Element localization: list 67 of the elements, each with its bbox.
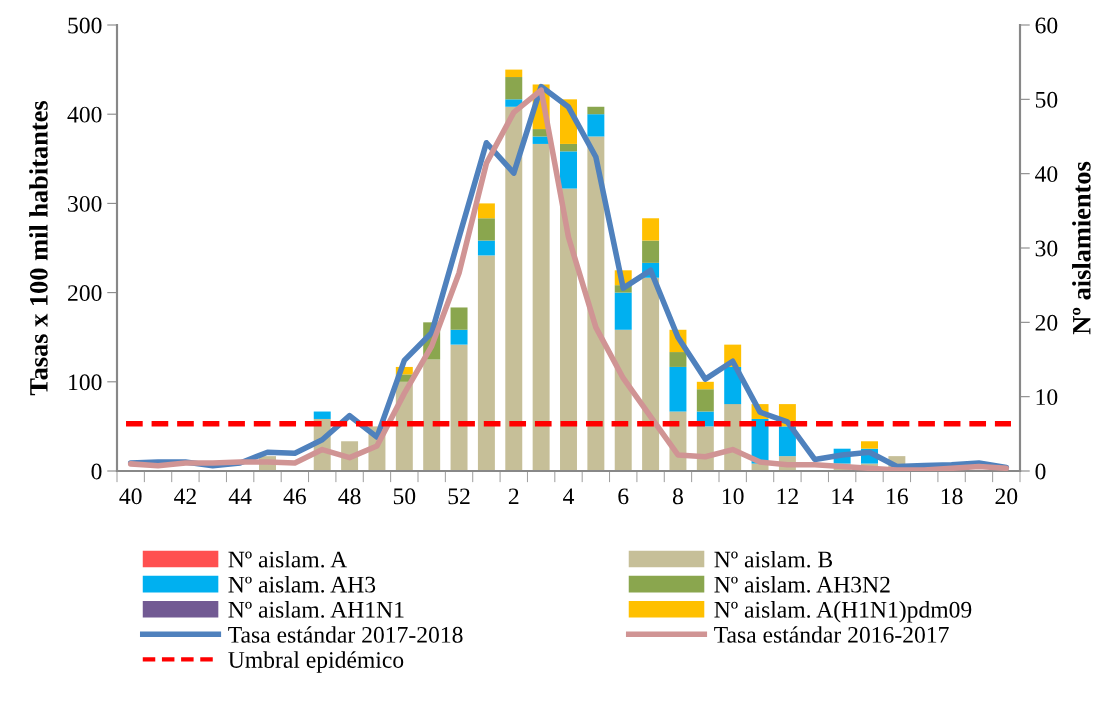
bar (477, 218, 495, 241)
x-tick-label: 52 (448, 488, 470, 505)
legend-label: Nº aislam. A (228, 550, 348, 568)
y-tick-label: 400 (67, 106, 102, 123)
x-tick-label: 18 (941, 488, 963, 505)
y2-tick-label: 0 (1035, 463, 1046, 480)
legend-label: Nº aislam. B (714, 550, 833, 568)
bar (423, 359, 441, 471)
legend-label: Umbral epidémico (228, 651, 404, 673)
legend-label: Nº aislam. AH3 (228, 575, 376, 593)
legend-label: Nº aislam. AH3N2 (714, 575, 890, 593)
y2-tick-label: 40 (1035, 166, 1058, 183)
y-tick-label: 100 (69, 374, 102, 391)
legend-label: Nº aislam. AH1N1 (228, 601, 404, 618)
y2-tick-label: 20 (1035, 314, 1058, 331)
x-tick-label: 48 (338, 488, 361, 505)
bar (560, 151, 577, 189)
bar (614, 292, 632, 330)
bar (532, 143, 550, 471)
x-tick-label: 16 (887, 488, 908, 505)
bar (642, 240, 660, 263)
bar (450, 344, 468, 471)
y-tick-label: 0 (91, 463, 102, 480)
y2-tick-label: 10 (1036, 389, 1058, 406)
bar (669, 366, 687, 412)
bar (696, 381, 714, 390)
bar (642, 277, 660, 471)
bar (450, 329, 468, 345)
bar (505, 69, 523, 78)
x-tick-label: 42 (174, 488, 196, 505)
bar (477, 203, 495, 219)
x-tick-label: 20 (995, 488, 1018, 505)
x-tick-label: 44 (228, 488, 252, 505)
y-tick-label: 500 (68, 17, 102, 34)
y2-tick-label: 30 (1035, 240, 1058, 257)
x-tick-label: 12 (777, 488, 798, 505)
y-tick-label: 200 (68, 285, 102, 302)
x-tick-label: 8 (672, 488, 683, 505)
x-tick-label: 2 (508, 488, 519, 505)
bar (450, 307, 468, 330)
x-tick-label: 46 (283, 488, 306, 505)
y-axis-title: Tasas x 100 mil habitantes (29, 101, 48, 396)
y2-tick-label: 60 (1035, 17, 1058, 34)
bar (587, 114, 605, 137)
bar (696, 389, 714, 412)
bar (587, 106, 605, 115)
legend-label: Nº aislam. A(H1N1)pdm09 (714, 601, 972, 623)
y-tick-label: 300 (68, 195, 102, 212)
bar (313, 411, 331, 419)
bar (505, 106, 523, 471)
bar (505, 77, 523, 100)
bar (669, 352, 687, 367)
legend-label: Tasa estándar 2017-2018 (228, 626, 463, 643)
x-tick-label: 4 (563, 488, 575, 505)
x-tick-label: 14 (832, 488, 854, 505)
bar (861, 441, 878, 449)
x-tick-label: 40 (119, 488, 142, 505)
y2-axis-title: Nº aislamientos (1072, 161, 1091, 335)
x-tick-label: 50 (393, 488, 416, 505)
x-tick-label: 6 (618, 488, 629, 505)
bar (560, 143, 577, 152)
bar (477, 255, 495, 471)
x-tick-label: 10 (722, 488, 744, 505)
bar (642, 218, 660, 241)
legend-label: Tasa estándar 2016-2017 (714, 626, 949, 643)
y2-tick-label: 50 (1035, 91, 1058, 108)
bar (477, 240, 495, 256)
